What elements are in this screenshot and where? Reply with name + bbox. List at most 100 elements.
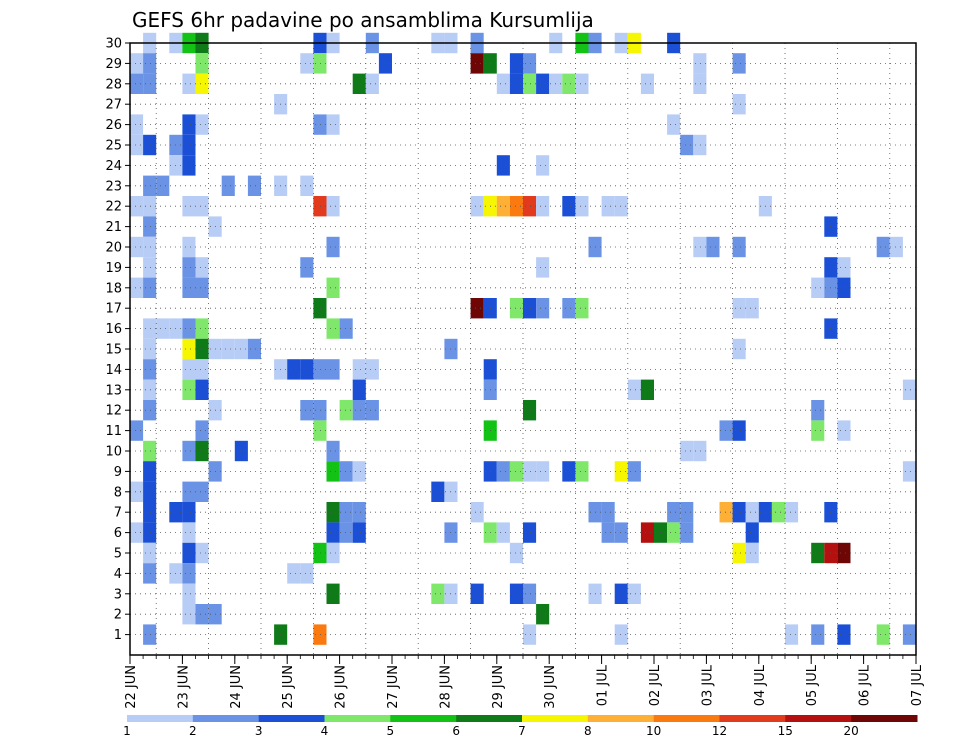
x-tick-label: 03 JUL [700, 664, 715, 706]
colorbar-swatch [719, 715, 786, 722]
x-tick-label: 27 JUN [386, 665, 401, 709]
heatmap-cell [680, 502, 694, 523]
colorbar-swatch [258, 715, 325, 722]
heatmap-cell [182, 257, 196, 278]
heatmap-cell [732, 298, 746, 319]
heatmap-cell [182, 359, 196, 380]
heatmap-cell [326, 542, 340, 564]
colorbar-swatch [192, 715, 260, 722]
heatmap-cell [523, 53, 537, 74]
heatmap-cell [143, 53, 157, 74]
heatmap-cell [182, 583, 196, 604]
x-tick-label: 25 JUN [281, 665, 296, 709]
heatmap-cell [785, 502, 799, 523]
heatmap-cell [575, 196, 589, 217]
heatmap-cell [143, 134, 157, 156]
heatmap-cell [667, 114, 681, 135]
colorbar-label: 2 [189, 724, 197, 738]
heatmap-cell [130, 134, 144, 156]
heatmap-cell [143, 359, 157, 380]
colorbar-label: 7 [518, 724, 526, 738]
heatmap-cell [614, 461, 628, 482]
heatmap-cell [523, 73, 537, 94]
y-tick-label: 14 [105, 363, 122, 378]
heatmap-cell [195, 379, 209, 400]
heatmap-cell [130, 522, 144, 543]
colorbar-label: 12 [712, 724, 727, 738]
heatmap-cell [182, 277, 196, 298]
heatmap-cell [536, 73, 550, 94]
heatmap-cell [143, 400, 157, 421]
heatmap-cell [496, 196, 510, 217]
heatmap-cell [143, 236, 157, 258]
heatmap-cell [680, 440, 694, 462]
heatmap-cell [300, 359, 314, 380]
colorbar-label: 5 [386, 724, 394, 738]
heatmap-cell [902, 379, 916, 400]
heatmap-cell [326, 196, 340, 217]
y-tick-label: 3 [114, 587, 122, 602]
colorbar-swatch [653, 715, 720, 722]
y-tick-label: 30 [105, 37, 122, 52]
heatmap-cell [182, 73, 196, 94]
heatmap-cell [614, 624, 628, 645]
heatmap-cell [693, 53, 707, 74]
heatmap-cell [143, 216, 157, 237]
heatmap-cell [182, 502, 196, 523]
heatmap-cell [195, 481, 209, 502]
heatmap-cell [300, 175, 314, 196]
heatmap-cell [313, 114, 327, 135]
heatmap-cell [339, 522, 353, 543]
y-tick-label: 2 [114, 608, 122, 623]
heatmap-cell [470, 298, 484, 319]
heatmap-cell [719, 420, 733, 441]
heatmap-cell [130, 236, 144, 258]
heatmap-cell [352, 73, 366, 94]
y-tick-label: 10 [105, 445, 122, 460]
colorbar-swatch [127, 715, 194, 722]
heatmap-cell [614, 522, 628, 543]
heatmap-cell [195, 277, 209, 298]
colorbar-swatch [390, 715, 457, 722]
colorbar-label: 3 [255, 724, 263, 738]
heatmap-cell [130, 114, 144, 135]
heatmap-cell [536, 298, 550, 319]
heatmap-cell [326, 461, 340, 482]
y-tick-label: 18 [105, 281, 122, 296]
heatmap-cell [693, 236, 707, 258]
heatmap-cell [627, 461, 641, 482]
heatmap-cell [195, 114, 209, 135]
colorbar-label: 8 [584, 724, 592, 738]
heatmap-cell [876, 624, 890, 645]
heatmap-cell [496, 73, 510, 94]
heatmap-cell [536, 604, 550, 625]
heatmap-cell [667, 502, 681, 523]
y-tick-label: 28 [105, 77, 122, 92]
heatmap-cell [365, 73, 379, 94]
y-tick-label: 9 [114, 465, 122, 480]
y-tick-label: 12 [105, 404, 122, 419]
heatmap-cell [536, 257, 550, 278]
heatmap-cell [326, 502, 340, 523]
y-tick-label: 20 [105, 241, 122, 256]
heatmap-cell [523, 298, 537, 319]
heatmap-cell [300, 53, 314, 74]
heatmap-cell [601, 522, 615, 543]
heatmap-cell [287, 563, 301, 584]
heatmap-cell [143, 542, 157, 564]
heatmap-cell [234, 440, 248, 462]
heatmap-cell [313, 400, 327, 421]
y-tick-label: 17 [105, 302, 122, 317]
heatmap-cell [182, 196, 196, 217]
y-tick-label: 23 [105, 179, 122, 194]
heatmap-cell [326, 236, 340, 258]
y-tick-label: 21 [105, 220, 122, 235]
heatmap-cell [509, 583, 523, 604]
heatmap-cell [352, 502, 366, 523]
heatmap-cell [680, 134, 694, 156]
heatmap-cell [732, 236, 746, 258]
heatmap-cell [195, 420, 209, 441]
heatmap-cell [234, 338, 248, 360]
colorbar-label: 15 [778, 724, 793, 738]
heatmap-cell [143, 481, 157, 502]
